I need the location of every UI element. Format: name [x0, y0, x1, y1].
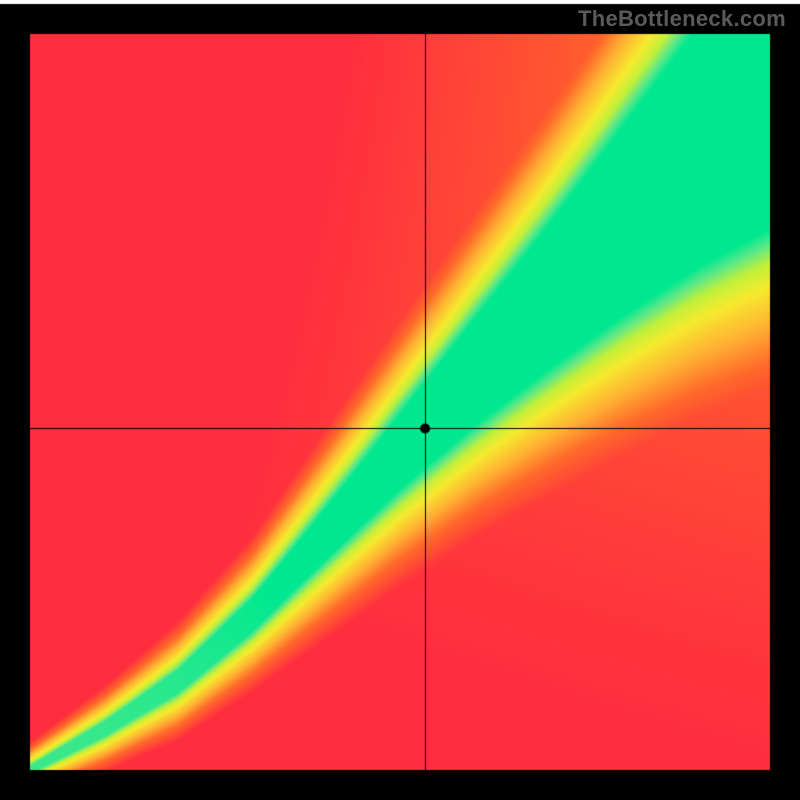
bottleneck-heatmap [0, 0, 800, 800]
watermark-label: TheBottleneck.com [578, 6, 786, 32]
